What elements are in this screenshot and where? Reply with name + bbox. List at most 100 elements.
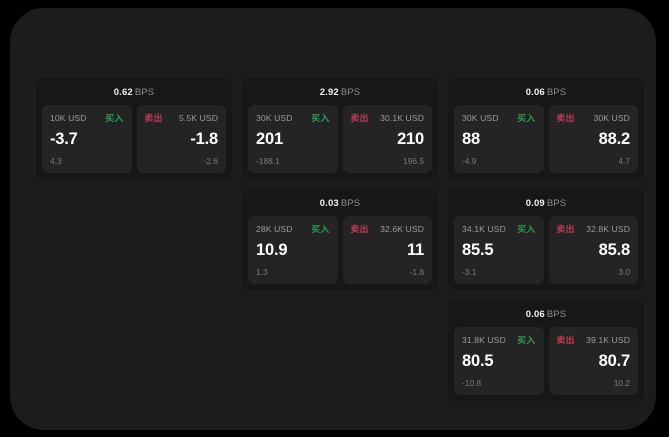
sell-delta: 196.5 (403, 156, 424, 166)
sell-delta: 10.2 (613, 378, 630, 388)
quote-column-2: 2.92 BPS 30K USD 买入 201 -188.1 卖出 (242, 78, 438, 290)
sell-notional: 32.6K USD (380, 224, 424, 234)
card-header: 0.09 BPS (454, 195, 638, 216)
quote-card[interactable]: 2.92 BPS 30K USD 买入 201 -188.1 卖出 (242, 78, 438, 179)
buy-notional: 28K USD (256, 224, 293, 234)
sell-side-panel[interactable]: 卖出 5.5K USD -1.8 -2.6 (136, 105, 226, 173)
buy-price: 10.9 (256, 241, 288, 259)
bps-unit: BPS (340, 198, 361, 209)
sell-action-label: 卖出 (556, 224, 575, 234)
buy-notional: 34.1K USD (462, 224, 506, 234)
sell-price: 88.2 (598, 130, 631, 148)
buy-notional: 30K USD (256, 113, 293, 123)
sell-notional: 5.5K USD (178, 113, 218, 123)
bps-unit: BPS (546, 87, 567, 98)
app-panel: 0.62 BPS 10K USD 买入 -3.7 4.3 卖出 (10, 8, 656, 430)
buy-notional: 30K USD (462, 113, 499, 123)
buy-action-label: 买入 (517, 224, 536, 234)
buy-side-header: 28K USD 买入 (256, 224, 330, 234)
buy-side-header: 30K USD 买入 (256, 113, 330, 123)
quote-card[interactable]: 0.03 BPS 28K USD 买入 10.9 1.3 卖出 (242, 189, 438, 290)
buy-delta: -10.8 (462, 378, 482, 388)
sell-price: -1.8 (190, 130, 218, 148)
sell-delta: 4.7 (618, 156, 630, 166)
sell-side-panel[interactable]: 卖出 30K USD 88.2 4.7 (548, 105, 638, 173)
bps-value: 0.03 (319, 198, 339, 209)
bps-unit: BPS (340, 87, 361, 98)
quote-card[interactable]: 0.06 BPS 31.8K USD 买入 80.5 -10.8 卖出 (448, 300, 644, 401)
buy-side-header: 31.8K USD 买入 (462, 335, 536, 345)
buy-delta: -4.9 (462, 156, 477, 166)
sell-side-header: 卖出 32.8K USD (557, 224, 631, 234)
sell-side-panel[interactable]: 卖出 39.1K USD 80.7 10.2 (548, 327, 638, 395)
card-sides: 34.1K USD 买入 85.5 -3.1 卖出 32.8K USD 85.8… (454, 216, 638, 284)
buy-side-panel[interactable]: 30K USD 买入 201 -188.1 (248, 105, 338, 173)
quote-card[interactable]: 0.62 BPS 10K USD 买入 -3.7 4.3 卖出 (36, 78, 232, 179)
sell-price: 85.8 (598, 241, 631, 259)
sell-price: 210 (397, 130, 424, 148)
buy-delta: -188.1 (256, 156, 280, 166)
card-header: 0.06 BPS (454, 306, 638, 327)
buy-delta: 4.3 (50, 156, 62, 166)
sell-action-label: 卖出 (350, 113, 369, 123)
sell-action-label: 卖出 (350, 224, 369, 234)
bps-value: 0.06 (525, 309, 545, 320)
buy-action-label: 买入 (105, 113, 124, 123)
buy-price: 88 (462, 130, 480, 148)
sell-action-label: 卖出 (144, 113, 163, 123)
sell-price: 80.7 (598, 352, 631, 370)
bps-value: 0.62 (113, 87, 133, 98)
buy-side-header: 34.1K USD 买入 (462, 224, 536, 234)
card-header: 2.92 BPS (248, 84, 432, 105)
buy-delta: -3.1 (462, 267, 477, 277)
bps-value: 0.06 (525, 87, 545, 98)
buy-side-header: 10K USD 买入 (50, 113, 124, 123)
sell-side-panel[interactable]: 卖出 30.1K USD 210 196.5 (342, 105, 432, 173)
bps-value: 0.09 (525, 198, 545, 209)
buy-action-label: 买入 (311, 224, 330, 234)
sell-side-header: 卖出 30K USD (557, 113, 631, 123)
buy-side-panel[interactable]: 30K USD 买入 88 -4.9 (454, 105, 544, 173)
buy-price: 85.5 (462, 241, 494, 259)
buy-side-header: 30K USD 买入 (462, 113, 536, 123)
card-header: 0.03 BPS (248, 195, 432, 216)
buy-side-panel[interactable]: 28K USD 买入 10.9 1.3 (248, 216, 338, 284)
sell-delta: 3.0 (618, 267, 630, 277)
sell-delta: -2.6 (203, 156, 218, 166)
sell-side-header: 卖出 30.1K USD (351, 113, 425, 123)
card-header: 0.62 BPS (42, 84, 226, 105)
buy-side-panel[interactable]: 31.8K USD 买入 80.5 -10.8 (454, 327, 544, 395)
sell-notional: 39.1K USD (586, 335, 630, 345)
sell-price: 11 (406, 241, 424, 259)
bps-unit: BPS (134, 87, 155, 98)
buy-delta: 1.3 (256, 267, 268, 277)
sell-delta: -1.8 (409, 267, 424, 277)
buy-price: -3.7 (50, 130, 78, 148)
buy-side-panel[interactable]: 34.1K USD 买入 85.5 -3.1 (454, 216, 544, 284)
sell-notional: 32.8K USD (586, 224, 630, 234)
quote-board: 0.62 BPS 10K USD 买入 -3.7 4.3 卖出 (36, 78, 644, 401)
buy-side-panel[interactable]: 10K USD 买入 -3.7 4.3 (42, 105, 132, 173)
buy-price: 201 (256, 130, 283, 148)
sell-side-panel[interactable]: 卖出 32.8K USD 85.8 3.0 (548, 216, 638, 284)
card-sides: 31.8K USD 买入 80.5 -10.8 卖出 39.1K USD 80.… (454, 327, 638, 395)
sell-action-label: 卖出 (556, 335, 575, 345)
buy-action-label: 买入 (517, 113, 536, 123)
bps-value: 2.92 (319, 87, 339, 98)
sell-notional: 30.1K USD (380, 113, 424, 123)
card-sides: 10K USD 买入 -3.7 4.3 卖出 5.5K USD -1.8 -2.… (42, 105, 226, 173)
sell-side-header: 卖出 5.5K USD (145, 113, 219, 123)
bps-unit: BPS (546, 198, 567, 209)
sell-side-panel[interactable]: 卖出 32.6K USD 11 -1.8 (342, 216, 432, 284)
buy-action-label: 买入 (517, 335, 536, 345)
buy-notional: 10K USD (50, 113, 87, 123)
card-header: 0.06 BPS (454, 84, 638, 105)
buy-price: 80.5 (462, 352, 494, 370)
quote-card[interactable]: 0.09 BPS 34.1K USD 买入 85.5 -3.1 卖出 (448, 189, 644, 290)
quote-column-1: 0.62 BPS 10K USD 买入 -3.7 4.3 卖出 (36, 78, 232, 179)
sell-side-header: 卖出 32.6K USD (351, 224, 425, 234)
sell-action-label: 卖出 (556, 113, 575, 123)
quote-card[interactable]: 0.06 BPS 30K USD 买入 88 -4.9 卖出 (448, 78, 644, 179)
card-sides: 30K USD 买入 201 -188.1 卖出 30.1K USD 210 1… (248, 105, 432, 173)
quote-column-3: 0.06 BPS 30K USD 买入 88 -4.9 卖出 (448, 78, 644, 401)
